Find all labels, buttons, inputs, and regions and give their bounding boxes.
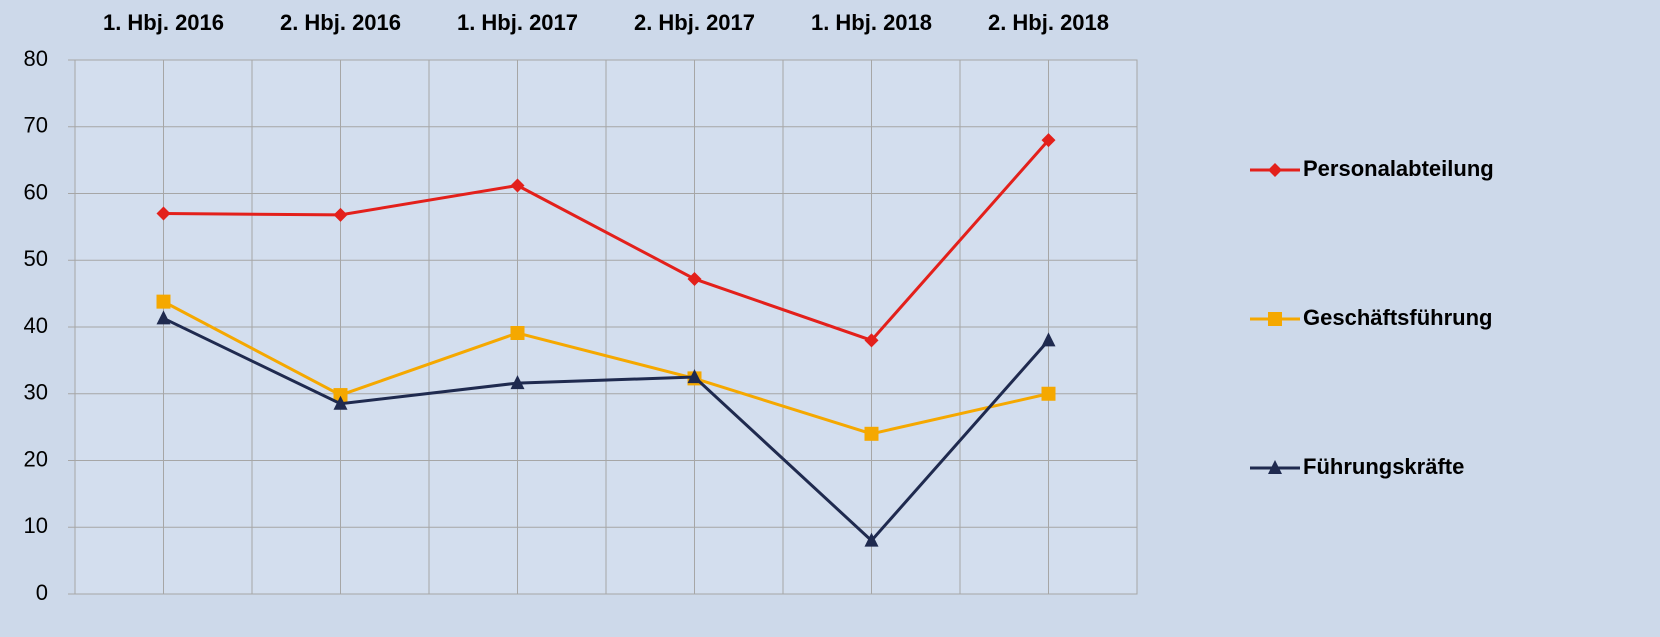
legend-label: Personalabteilung	[1303, 156, 1494, 181]
data-point	[156, 206, 171, 221]
x-tick-label: 2. Hbj. 2016	[280, 10, 401, 35]
legend-label: Führungskräfte	[1303, 454, 1464, 479]
series-line	[163, 139, 1050, 343]
data-point	[333, 388, 348, 403]
y-tick-label: 0	[36, 580, 48, 605]
legend-marker	[1268, 460, 1282, 474]
x-tick-label: 1. Hbj. 2017	[457, 10, 578, 35]
y-tick-label: 50	[24, 246, 48, 271]
y-tick-label: 40	[24, 313, 48, 338]
x-tick-label: 1. Hbj. 2018	[811, 10, 932, 35]
y-tick-label: 60	[24, 179, 48, 204]
data-point	[864, 532, 879, 547]
data-point	[1041, 386, 1056, 401]
y-tick-label: 70	[24, 113, 48, 138]
data-point	[333, 395, 348, 410]
data-point	[510, 178, 525, 193]
x-tick-label: 1. Hbj. 2016	[103, 10, 224, 35]
x-tick-label: 2. Hbj. 2017	[634, 10, 755, 35]
data-point	[156, 294, 171, 309]
data-point	[687, 271, 702, 286]
data-point	[510, 375, 525, 390]
data-point	[687, 369, 702, 384]
legend-marker	[1268, 312, 1282, 326]
legend-marker	[1268, 163, 1282, 177]
y-tick-label: 80	[24, 46, 48, 71]
x-tick-label: 2. Hbj. 2018	[988, 10, 1109, 35]
data-point	[864, 333, 879, 348]
data-point	[333, 207, 348, 222]
legend-label: Geschäftsführung	[1303, 305, 1492, 330]
y-tick-label: 20	[24, 446, 48, 471]
data-point	[510, 326, 525, 341]
data-point	[1041, 332, 1056, 347]
data-point	[1041, 133, 1056, 148]
y-tick-label: 30	[24, 380, 48, 405]
data-point	[156, 310, 171, 325]
series-line	[162, 300, 1049, 436]
data-point	[864, 426, 879, 441]
series-line	[162, 316, 1050, 543]
y-tick-label: 10	[24, 513, 48, 538]
